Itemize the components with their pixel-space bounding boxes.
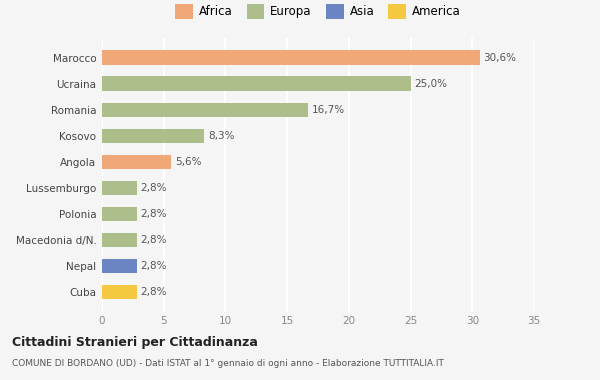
Text: 5,6%: 5,6% [175,157,202,167]
Text: 2,8%: 2,8% [140,183,167,193]
Bar [102,103,308,117]
Bar [102,51,479,65]
Bar [102,128,205,143]
Text: Cittadini Stranieri per Cittadinanza: Cittadini Stranieri per Cittadinanza [12,336,258,349]
Legend: Africa, Europa, Asia, America: Africa, Europa, Asia, America [173,2,463,21]
Text: COMUNE DI BORDANO (UD) - Dati ISTAT al 1° gennaio di ogni anno - Elaborazione TU: COMUNE DI BORDANO (UD) - Dati ISTAT al 1… [12,359,444,368]
Text: 2,8%: 2,8% [140,261,167,271]
Text: 8,3%: 8,3% [208,131,235,141]
Bar [102,233,137,247]
Bar [102,285,137,299]
Bar [102,207,137,221]
Bar [102,259,137,273]
Text: 2,8%: 2,8% [140,235,167,245]
Bar [102,180,137,195]
Text: 25,0%: 25,0% [414,79,447,89]
Text: 2,8%: 2,8% [140,209,167,219]
Text: 30,6%: 30,6% [484,52,517,63]
Bar [102,155,171,169]
Text: 2,8%: 2,8% [140,287,167,297]
Bar [102,76,410,91]
Text: 16,7%: 16,7% [312,105,345,115]
